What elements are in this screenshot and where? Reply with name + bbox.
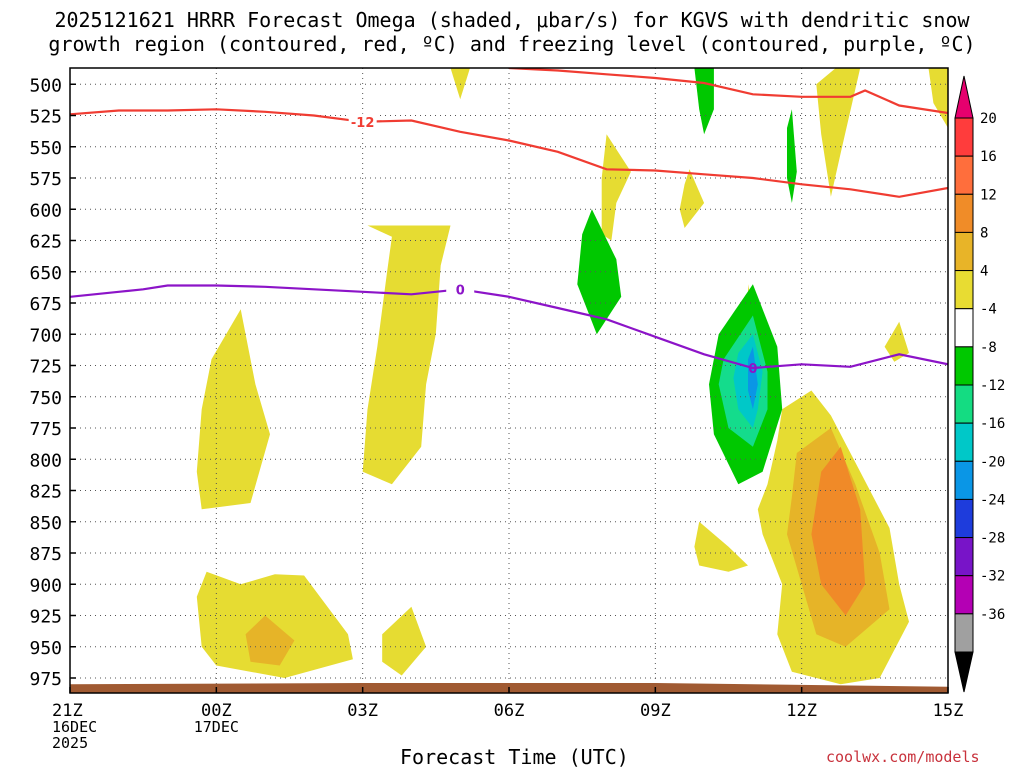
colorbar-label-1: 16 (980, 149, 997, 165)
dgz-lower-contour (508, 68, 948, 115)
omega-region-yellow-0 (450, 68, 470, 100)
freezing-level-contour (70, 284, 948, 370)
colorbar-label-12: -32 (980, 569, 1005, 585)
omega-region-yellow-7 (679, 169, 705, 228)
omega-region-yellow-8 (694, 521, 748, 572)
omega-region-yellow-2 (196, 309, 270, 510)
x-tick-label-12-0: 09Z (640, 701, 671, 721)
colorbar-label-7: -12 (980, 378, 1005, 394)
freezing-level-label-2: 0 (748, 362, 757, 377)
y-tick-label-850: 850 (29, 513, 62, 534)
colorbar-band-9 (954, 460, 974, 500)
dgz-upper-contour-label-bg (348, 113, 377, 129)
colorbar-band-6 (954, 346, 974, 386)
omega-region-orange-14 (811, 446, 866, 616)
colorbar-label-9: -20 (980, 454, 1005, 470)
y-tick-label-650: 650 (29, 263, 62, 284)
omega-region-yellow-10 (816, 68, 861, 197)
y-tick-label-825: 825 (29, 482, 62, 503)
colorbar-band-8 (954, 422, 974, 462)
y-tick-label-525: 525 (29, 107, 62, 128)
y-tick-label-575: 575 (29, 169, 62, 190)
omega-region-yellow-6 (601, 134, 631, 241)
colorbar-band-2 (954, 193, 974, 233)
omega-region-yellow-11 (928, 68, 948, 128)
y-tick-label-625: 625 (29, 232, 62, 253)
y-tick-label-600: 600 (29, 200, 62, 221)
y-axis: 500 525 550 575 600 625 650 675 700 725 750 775 800 8… (29, 75, 76, 690)
omega-region-gold-4 (245, 615, 295, 666)
colorbar-label-11: -28 (980, 531, 1005, 547)
x-tick-label-0-1: 16DEC (52, 718, 97, 736)
y-tick-label-675: 675 (29, 294, 62, 315)
contour-layer: -12 0 0 (70, 68, 948, 377)
x-tick-label-0-0: 21Z (52, 701, 83, 721)
y-tick-label-700: 700 (29, 325, 62, 346)
colorbar-label-2: 12 (980, 187, 997, 203)
x-tick-label-0-2: 2025 (52, 734, 88, 752)
omega-shading-layer (196, 68, 948, 685)
omega-region-green-16 (694, 68, 714, 135)
dgz-upper-contour (70, 108, 948, 198)
colorbar-bottom-triangle (954, 651, 974, 693)
y-tick-label-875: 875 (29, 544, 62, 565)
colorbar-band-13 (954, 613, 974, 653)
chart-title-line2: growth region (contoured, red, ºC) and f… (48, 32, 976, 56)
colorbar-label-3: 8 (980, 225, 988, 241)
y-tick-label-750: 750 (29, 388, 62, 409)
omega-region-yellow-1 (362, 225, 451, 485)
colorbar-band-3 (954, 231, 974, 272)
credit-link[interactable]: coolwx.com/models (826, 748, 980, 766)
x-tick-label-3-1: 17DEC (194, 718, 239, 736)
grid-lines (70, 68, 948, 693)
y-tick-label-500: 500 (29, 75, 62, 96)
x-tick-label-9-0: 06Z (494, 701, 525, 721)
dgz-upper-contour-label: -12 (351, 116, 375, 131)
omega-region-green-17 (787, 109, 797, 203)
y-tick-label-800: 800 (29, 450, 62, 471)
colorbar-label-6: -8 (980, 340, 997, 356)
colorbar-band-0 (954, 117, 974, 157)
y-tick-label-925: 925 (29, 607, 62, 628)
x-tick-label-15-0: 12Z (786, 701, 817, 721)
colorbar-band-10 (954, 498, 974, 539)
omega-region-blue-22 (748, 346, 758, 410)
y-tick-label-550: 550 (29, 138, 62, 159)
y-tick-label-775: 775 (29, 419, 62, 440)
colorbar: 20 16 12 8 4 -4 -8 -12 -16 -20 -24 -28 -32 -36 (954, 75, 1005, 693)
y-tick-label-950: 950 (29, 638, 62, 659)
y-tick-label-725: 725 (29, 357, 62, 378)
colorbar-label-8: -16 (980, 416, 1005, 432)
colorbar-band-12 (954, 575, 974, 615)
x-axis-label: Forecast Time (UTC) (400, 745, 629, 769)
freezing-level-contour-label-bg (446, 281, 475, 297)
colorbar-band-5 (954, 308, 974, 348)
colorbar-band-11 (954, 537, 974, 577)
y-tick-label-900: 900 (29, 575, 62, 596)
chart-title-line1: 2025121621 HRRR Forecast Omega (shaded, … (54, 8, 970, 32)
colorbar-label-4: 4 (980, 264, 988, 280)
colorbar-label-0: 20 (980, 111, 997, 127)
colorbar-top-triangle (954, 75, 974, 119)
omega-region-yellow-15 (884, 321, 909, 362)
colorbar-label-13: -36 (980, 607, 1005, 623)
x-tick-label-18-0: 15Z (933, 701, 964, 721)
y-tick-label-975: 975 (29, 669, 62, 690)
omega-region-yellow-5 (382, 606, 427, 676)
colorbar-band-7 (954, 384, 974, 424)
omega-region-green-18 (577, 209, 622, 335)
colorbar-label-10: -24 (980, 492, 1005, 508)
x-tick-label-3-0: 00Z (201, 701, 232, 721)
colorbar-band-1 (954, 155, 974, 195)
colorbar-band-4 (954, 270, 974, 310)
freezing-level-contour-label: 0 (456, 283, 465, 298)
x-tick-label-6-0: 03Z (347, 701, 378, 721)
colorbar-label-5: -4 (980, 302, 997, 318)
